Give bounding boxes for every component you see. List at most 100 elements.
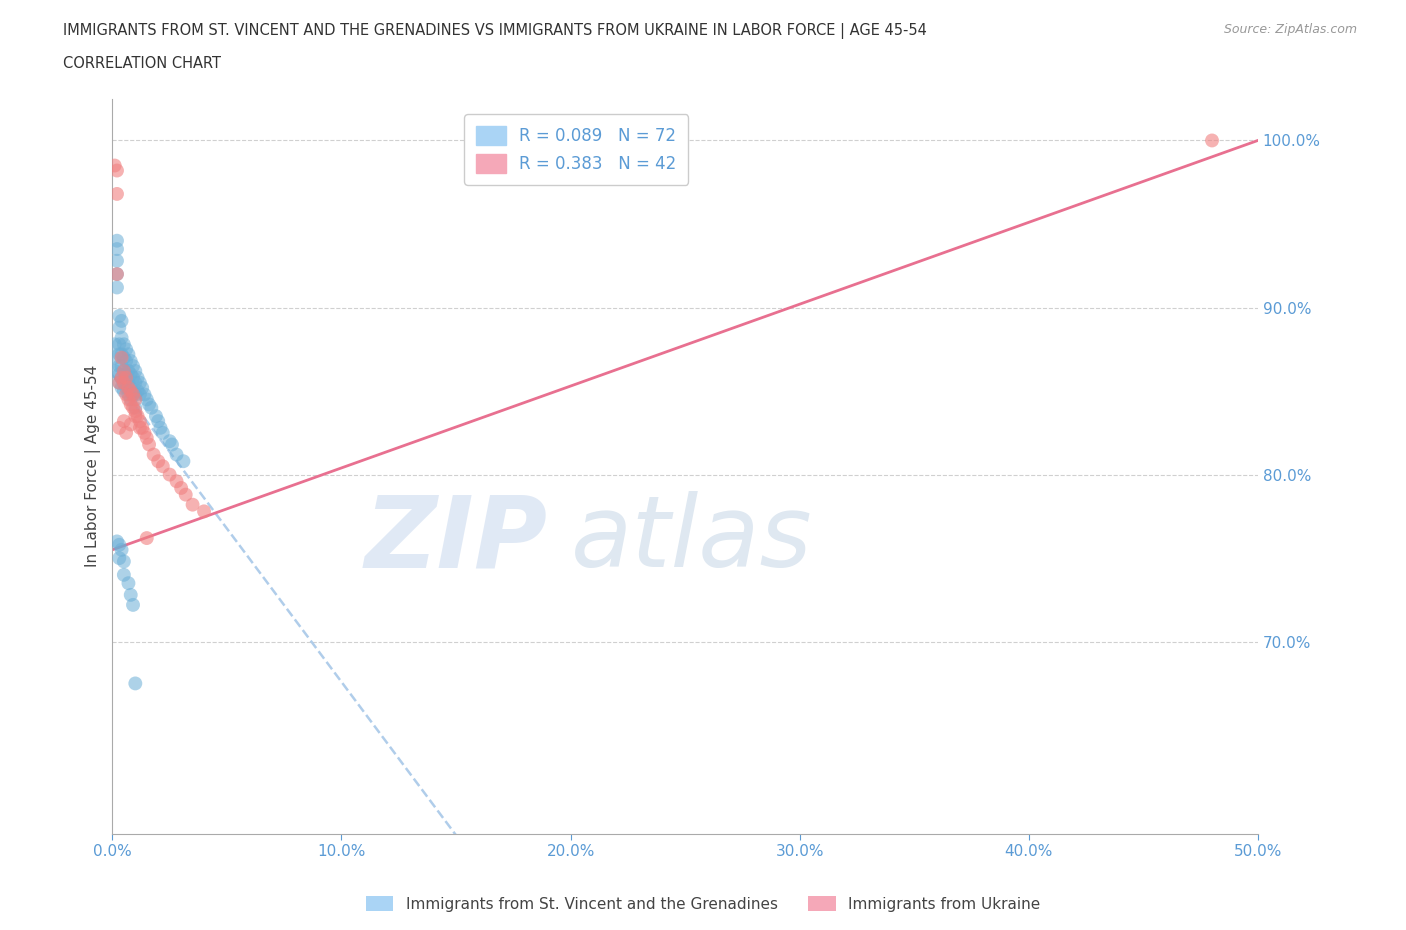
Point [112, 337, 135, 352]
Point [122, 370, 145, 385]
Point [120, 353, 142, 368]
Point [110, 347, 132, 362]
Point [124, 392, 146, 406]
Text: CORRELATION CHART: CORRELATION CHART [63, 56, 221, 71]
Point [104, 337, 127, 352]
Point [148, 454, 170, 469]
Point [117, 387, 139, 402]
Point [115, 380, 138, 395]
Point [117, 380, 139, 395]
Point [131, 420, 153, 435]
Point [115, 370, 138, 385]
Point [124, 408, 146, 423]
Point [127, 370, 149, 385]
Point [138, 437, 160, 452]
Point [112, 383, 135, 398]
Point [110, 359, 132, 374]
Point [135, 531, 157, 546]
Point [117, 392, 139, 406]
Point [124, 404, 146, 418]
Point [105, 267, 128, 282]
Point [131, 380, 153, 395]
Point [115, 342, 138, 357]
Point [108, 359, 131, 374]
Point [105, 242, 128, 257]
Point [105, 280, 128, 295]
Text: atlas: atlas [571, 491, 813, 589]
Text: IMMIGRANTS FROM ST. VINCENT AND THE GRENADINES VS IMMIGRANTS FROM UKRAINE IN LAB: IMMIGRANTS FROM ST. VINCENT AND THE GREN… [63, 23, 927, 39]
Point [149, 420, 172, 435]
Point [108, 320, 131, 335]
Point [152, 458, 174, 473]
Point [174, 487, 197, 502]
Point [142, 447, 165, 462]
Point [110, 313, 132, 328]
Text: ZIP: ZIP [364, 491, 548, 589]
Point [159, 433, 181, 448]
Point [193, 504, 215, 519]
Point [129, 414, 152, 429]
Point [135, 431, 157, 445]
Point [141, 400, 163, 415]
Point [112, 554, 135, 569]
Point [124, 376, 146, 391]
Point [110, 351, 132, 365]
Point [110, 330, 132, 345]
Point [115, 367, 138, 382]
Point [120, 383, 142, 398]
Point [127, 408, 149, 423]
Point [115, 387, 138, 402]
Point [127, 383, 149, 398]
Point [105, 187, 128, 202]
Point [117, 376, 139, 391]
Point [122, 387, 145, 402]
Point [110, 370, 132, 385]
Point [108, 347, 131, 362]
Point [122, 387, 145, 402]
Point [122, 359, 145, 374]
Point [112, 376, 135, 391]
Point [148, 414, 170, 429]
Point [120, 392, 142, 406]
Point [105, 267, 128, 282]
Point [172, 454, 194, 469]
Point [112, 567, 135, 582]
Point [112, 414, 135, 429]
Point [152, 425, 174, 440]
Point [110, 370, 132, 385]
Point [124, 364, 146, 379]
Point [108, 538, 131, 552]
Point [122, 400, 145, 415]
Point [181, 498, 204, 512]
Point [104, 351, 127, 365]
Point [122, 597, 145, 612]
Point [135, 392, 157, 406]
Point [112, 364, 135, 379]
Point [105, 163, 128, 178]
Point [120, 417, 142, 432]
Point [120, 380, 142, 395]
Point [129, 420, 152, 435]
Point [104, 364, 127, 379]
Point [138, 397, 160, 412]
Point [120, 367, 142, 382]
Point [108, 367, 131, 382]
Point [110, 380, 132, 395]
Point [105, 534, 128, 549]
Point [124, 387, 146, 402]
Point [159, 467, 181, 482]
Legend: R = 0.089   N = 72, R = 0.383   N = 42: R = 0.089 N = 72, R = 0.383 N = 42 [464, 114, 689, 184]
Point [112, 351, 135, 365]
Point [108, 309, 131, 324]
Point [129, 387, 152, 402]
Point [105, 233, 128, 248]
Point [145, 408, 167, 423]
Point [160, 437, 183, 452]
Text: Source: ZipAtlas.com: Source: ZipAtlas.com [1223, 23, 1357, 36]
Point [129, 376, 152, 391]
Point [124, 676, 146, 691]
Point [117, 364, 139, 379]
Point [120, 397, 142, 412]
Point [108, 551, 131, 565]
Point [166, 447, 188, 462]
